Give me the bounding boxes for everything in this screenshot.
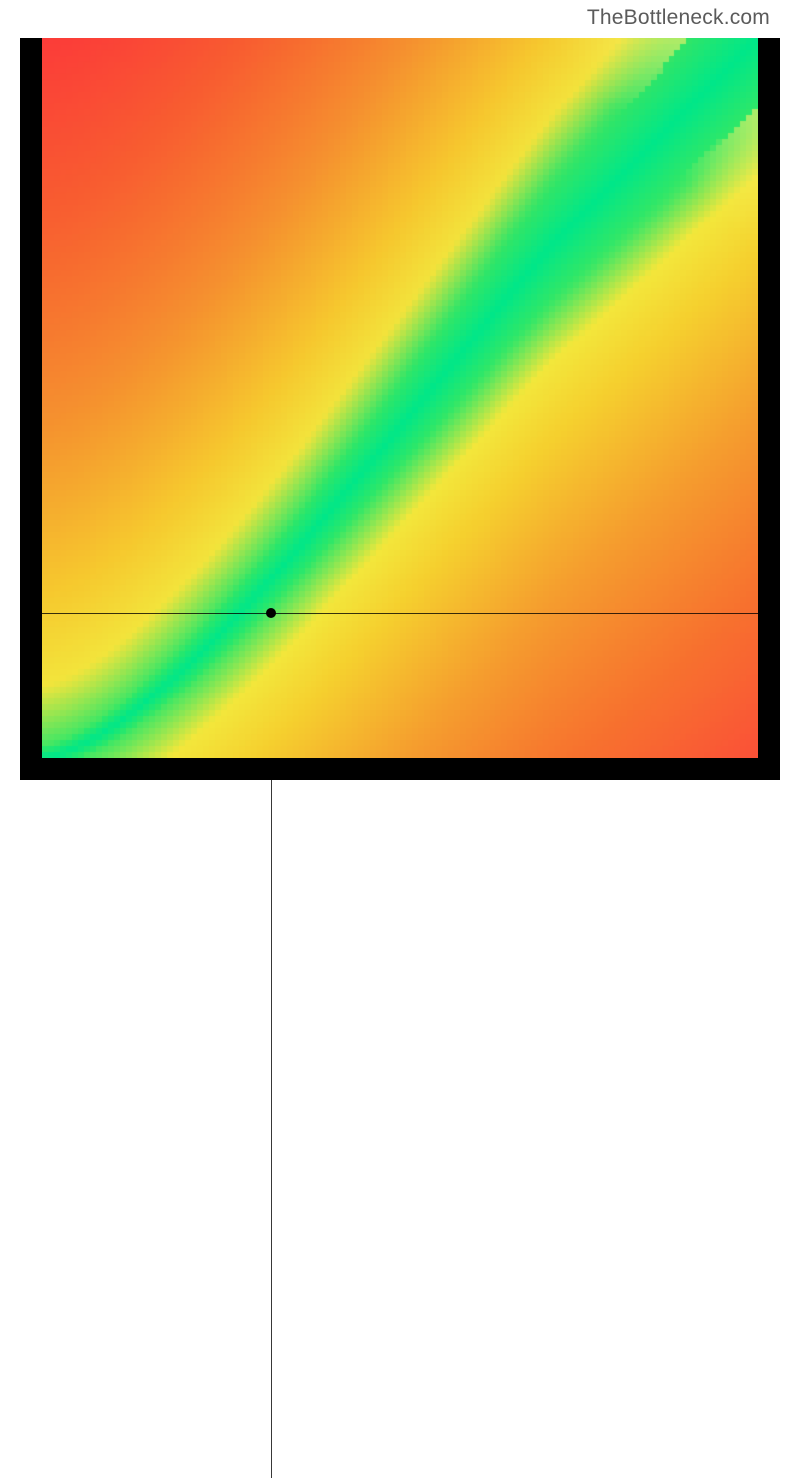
crosshair-horizontal [42,613,758,614]
crosshair-vertical [271,758,272,1478]
heatmap-canvas [42,38,758,758]
attribution-text: TheBottleneck.com [587,6,770,30]
crosshair-marker [266,608,276,618]
plot-area [42,38,758,758]
chart-wrapper: TheBottleneck.com [0,0,800,800]
chart-frame [20,38,780,780]
